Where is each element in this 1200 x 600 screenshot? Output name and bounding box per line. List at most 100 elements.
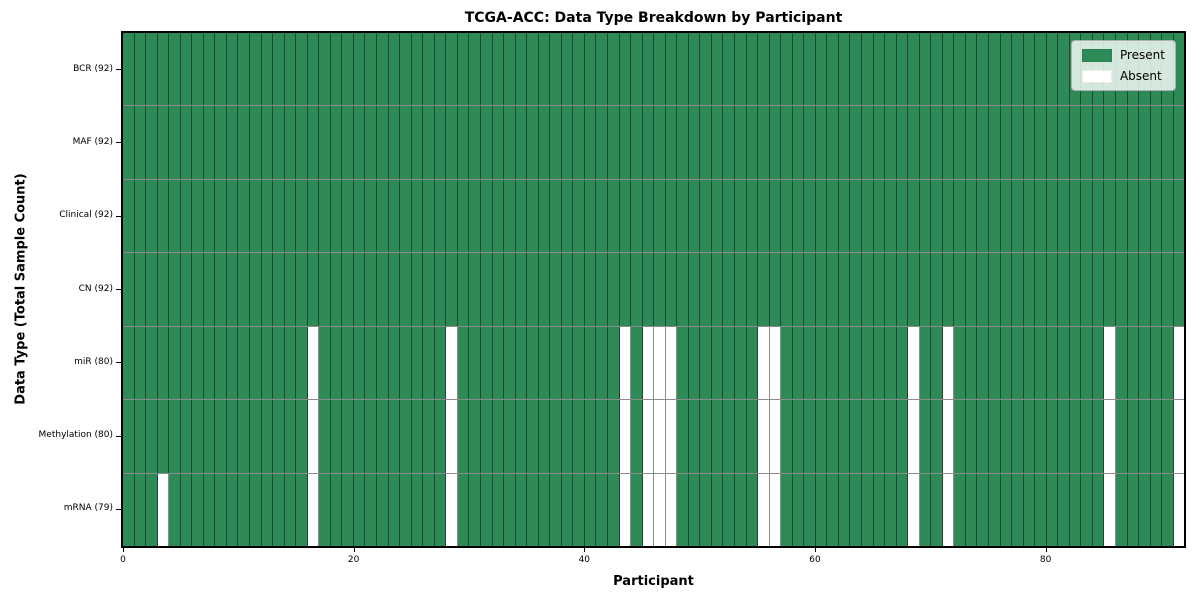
y-tick-mark bbox=[116, 435, 121, 437]
heatmap-cell-present bbox=[804, 106, 816, 179]
heatmap-cell-absent bbox=[307, 326, 320, 400]
heatmap-cell-present bbox=[815, 326, 828, 400]
heatmap-cell-present bbox=[688, 253, 701, 326]
legend-label-absent: Absent bbox=[1119, 69, 1162, 83]
heatmap-cell-present bbox=[515, 33, 528, 106]
heatmap-cell-present bbox=[238, 106, 251, 179]
heatmap-cell-present bbox=[388, 326, 401, 400]
heatmap-cell-present bbox=[480, 106, 493, 179]
heatmap-cell-present bbox=[319, 33, 331, 106]
heatmap-cell-present bbox=[180, 179, 193, 253]
heatmap-cell-present bbox=[342, 473, 354, 546]
heatmap-cell-present bbox=[1058, 179, 1070, 253]
heatmap-cell-present bbox=[631, 253, 643, 326]
x-tick-label: 20 bbox=[347, 555, 360, 565]
heatmap-cell-present bbox=[931, 326, 943, 400]
y-tick-mark bbox=[116, 289, 121, 290]
heatmap-cell-present bbox=[273, 106, 285, 179]
legend-item-absent: Absent bbox=[1081, 69, 1165, 83]
heatmap-cell-present bbox=[388, 106, 401, 179]
heatmap-cell-present bbox=[596, 400, 608, 473]
heatmap-cell-present bbox=[873, 400, 886, 473]
heatmap-cell-present bbox=[1023, 106, 1036, 179]
heatmap-cell-present bbox=[758, 106, 770, 179]
heatmap-cell-present bbox=[942, 106, 955, 179]
heatmap-cell-present bbox=[250, 253, 262, 326]
y-tick-label: Methylation (80) bbox=[38, 430, 113, 441]
heatmap-cell-present bbox=[977, 400, 990, 473]
heatmap-cell-present bbox=[1000, 326, 1013, 400]
heatmap-cell-present bbox=[1000, 33, 1013, 106]
heatmap-cell-present bbox=[746, 179, 759, 253]
heatmap-cell-present bbox=[411, 106, 424, 179]
heatmap-cell-present bbox=[1092, 326, 1105, 400]
heatmap-cell-present bbox=[631, 106, 643, 179]
heatmap-cell-present bbox=[169, 473, 181, 546]
heatmap-cell-present bbox=[1092, 400, 1105, 473]
heatmap-cell-present bbox=[1035, 326, 1047, 400]
heatmap-cell-present bbox=[965, 33, 978, 106]
heatmap-cell-present bbox=[850, 106, 862, 179]
heatmap-cell-present bbox=[192, 400, 204, 473]
heatmap-cell-present bbox=[296, 253, 308, 326]
heatmap-plot-area: Present Absent bbox=[123, 33, 1185, 546]
heatmap-cell-present bbox=[423, 400, 435, 473]
heatmap-cell-present bbox=[250, 179, 262, 253]
heatmap-cell-present bbox=[781, 326, 793, 400]
heatmap-cell-present bbox=[180, 106, 193, 179]
heatmap-cell-present bbox=[1173, 253, 1185, 326]
heatmap-cell-present bbox=[434, 33, 447, 106]
heatmap-cell-present bbox=[250, 473, 262, 546]
heatmap-cell-absent bbox=[942, 400, 955, 473]
heatmap-cell-present bbox=[527, 253, 539, 326]
heatmap-cell-present bbox=[896, 473, 909, 546]
heatmap-cell-present bbox=[411, 326, 424, 400]
heatmap-cell-present bbox=[146, 473, 158, 546]
heatmap-cell-present bbox=[388, 400, 401, 473]
heatmap-cell-present bbox=[1012, 473, 1024, 546]
heatmap-cell-present bbox=[862, 326, 874, 400]
heatmap-cell-present bbox=[711, 400, 724, 473]
heatmap-cell-present bbox=[423, 326, 435, 400]
heatmap-cell-present bbox=[1058, 473, 1070, 546]
heatmap-cell-present bbox=[942, 33, 955, 106]
heatmap-cell-present bbox=[746, 253, 759, 326]
heatmap-cell-present bbox=[377, 473, 389, 546]
heatmap-cell-present bbox=[400, 253, 412, 326]
heatmap-cell-present bbox=[954, 106, 966, 179]
heatmap-cell-present bbox=[700, 253, 712, 326]
heatmap-cell-present bbox=[1023, 326, 1036, 400]
heatmap-cell-present bbox=[377, 253, 389, 326]
heatmap-cell-present bbox=[123, 106, 135, 179]
heatmap-cell-present bbox=[457, 473, 470, 546]
heatmap-cell-present bbox=[365, 326, 378, 400]
heatmap-cell-present bbox=[550, 33, 562, 106]
heatmap-cell-present bbox=[342, 33, 354, 106]
heatmap-cell-present bbox=[850, 326, 862, 400]
heatmap-cell-present bbox=[758, 33, 770, 106]
heatmap-cell-present bbox=[434, 326, 447, 400]
heatmap-cell-present bbox=[365, 473, 378, 546]
heatmap-cell-present bbox=[781, 33, 793, 106]
x-tick-mark bbox=[584, 548, 586, 552]
heatmap-cell-present bbox=[446, 253, 458, 326]
heatmap-cell-present bbox=[1035, 400, 1047, 473]
heatmap-cell-present bbox=[515, 400, 528, 473]
heatmap-cell-present bbox=[134, 473, 147, 546]
heatmap-cell-present bbox=[677, 179, 689, 253]
heatmap-cell-present bbox=[596, 473, 608, 546]
heatmap-cell-present bbox=[319, 179, 331, 253]
heatmap-cell-present bbox=[215, 253, 227, 326]
heatmap-cell-present bbox=[584, 473, 597, 546]
heatmap-cell-present bbox=[169, 400, 181, 473]
heatmap-cell-present bbox=[862, 179, 874, 253]
heatmap-cell-present bbox=[838, 326, 851, 400]
heatmap-cell-present bbox=[873, 106, 886, 179]
heatmap-cell-present bbox=[815, 33, 828, 106]
heatmap-cell-present bbox=[758, 179, 770, 253]
heatmap-cell-present bbox=[1150, 253, 1163, 326]
heatmap-cell-present bbox=[688, 400, 701, 473]
heatmap-cell-present bbox=[157, 106, 170, 179]
heatmap-cell-present bbox=[561, 106, 574, 179]
heatmap-cell-absent bbox=[446, 473, 458, 546]
